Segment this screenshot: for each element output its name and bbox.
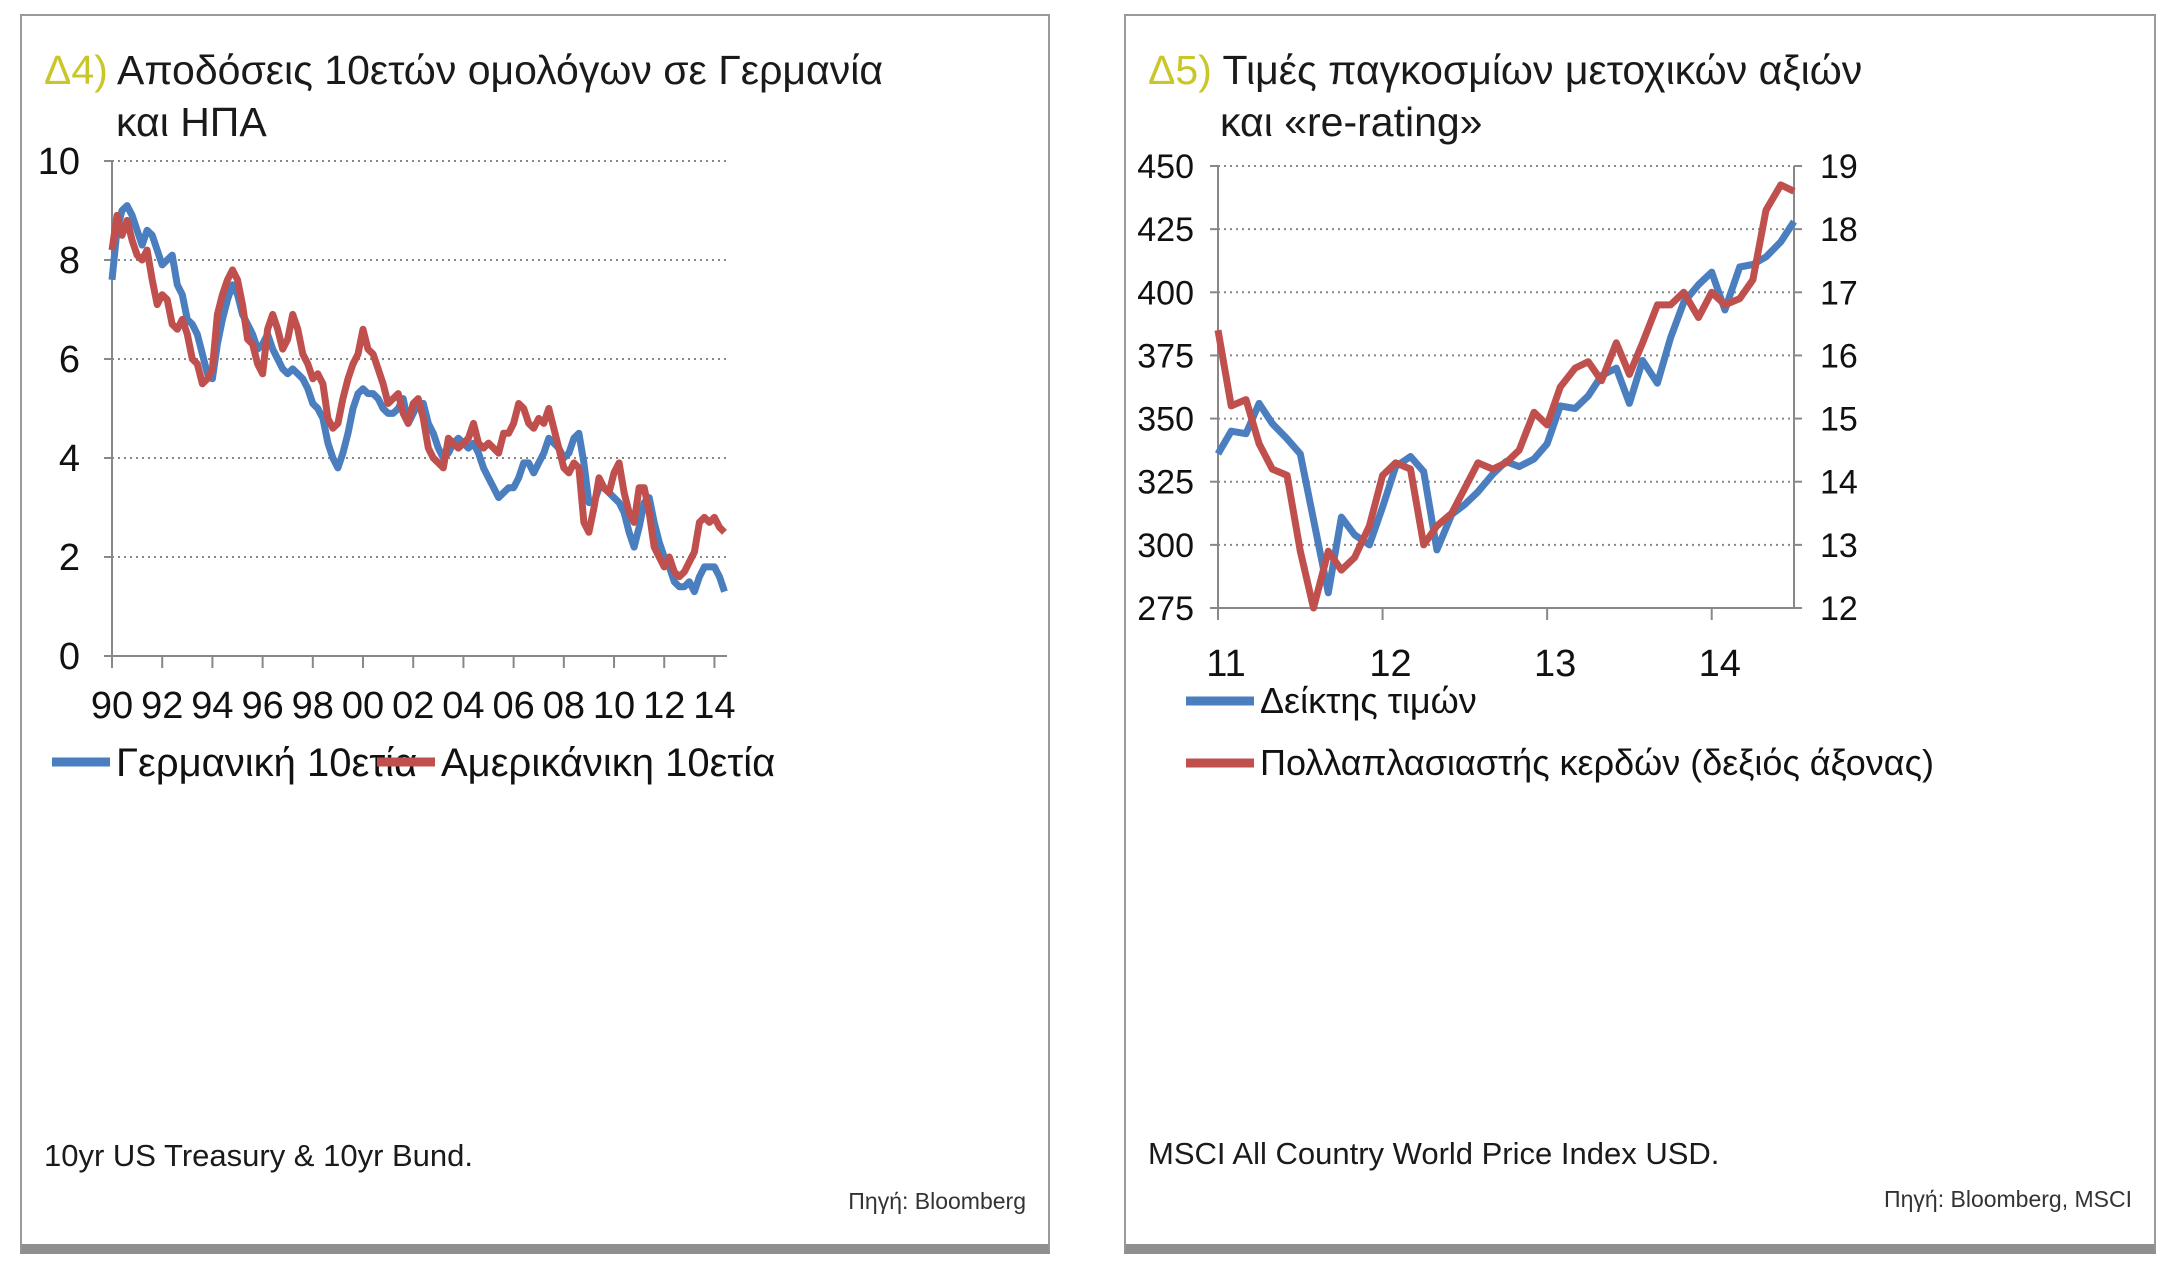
- chart-title-line1: Τιμές παγκοσμίων μετοχικών αξιών: [1222, 47, 1863, 93]
- y-tick-label: 375: [1137, 337, 1194, 375]
- x-tick-label: 10: [593, 685, 635, 727]
- y-tick-label: 325: [1137, 464, 1194, 502]
- y-tick-label: 350: [1137, 401, 1194, 439]
- y-tick-label: 400: [1137, 274, 1194, 312]
- x-tick-label: 96: [241, 685, 283, 727]
- legend-label: Πολλαπλασιαστής κερδών (δεξιός άξονας): [1260, 742, 1934, 783]
- y2-tick-label: 14: [1820, 464, 1858, 502]
- x-tick-label: 08: [543, 685, 585, 727]
- y2-tick-label: 16: [1820, 337, 1858, 375]
- legend-label: Αμερικάνικη 10ετία: [441, 741, 775, 785]
- x-tick-label: 11: [1206, 643, 1245, 685]
- x-tick-label: 12: [643, 685, 685, 727]
- y2-tick-label: 13: [1820, 527, 1858, 565]
- x-tick-label: 98: [292, 685, 334, 727]
- y2-tick-label: 12: [1820, 590, 1858, 628]
- chart-number: Δ5): [1148, 47, 1212, 93]
- y-tick-label: 8: [59, 240, 80, 282]
- y-tick-label: 0: [59, 636, 80, 678]
- chart-title-line2: και «re-rating»: [1220, 99, 1483, 145]
- y-tick-label: 2: [59, 537, 80, 579]
- x-tick-label: 12: [1369, 643, 1411, 685]
- equity-index-chart: 275 300 325 350 375 400 425 450 12 13 14 15 16 17 18 19…: [1137, 148, 1934, 783]
- y-tick-label: 425: [1137, 211, 1194, 249]
- x-tick-label: 94: [191, 685, 233, 727]
- x-tick-label: 14: [693, 685, 735, 727]
- x-tick-label: 90: [91, 685, 133, 727]
- legend-label: Γερμανική 10ετία: [116, 741, 417, 785]
- x-tick-label: 13: [1534, 643, 1576, 685]
- y-tick-label: 10: [38, 141, 80, 183]
- x-tick-label: 92: [141, 685, 183, 727]
- x-tick-label: 04: [442, 685, 484, 727]
- y-tick-label: 300: [1137, 527, 1194, 565]
- x-tick-label: 02: [392, 685, 434, 727]
- chart-panel-equity-prices: Δ5) Τιμές παγκοσμίων μετοχικών αξιών και…: [1124, 14, 2156, 1254]
- y2-tick-label: 18: [1820, 211, 1858, 249]
- chart-note: 10yr US Treasury & 10yr Bund.: [44, 1138, 474, 1173]
- chart-title-line2: και ΗΠΑ: [116, 99, 267, 145]
- x-tick-label: 00: [342, 685, 384, 727]
- chart-source: Πηγή: Bloomberg: [848, 1188, 1026, 1214]
- y2-tick-label: 15: [1820, 401, 1858, 439]
- y-tick-label: 450: [1137, 148, 1194, 186]
- chart-panel-bond-yields: Δ4) Αποδόσεις 10ετών ομολόγων σε Γερμανί…: [20, 14, 1050, 1254]
- x-tick-label: 14: [1699, 643, 1741, 685]
- chart-note: MSCI All Country World Price Index USD.: [1148, 1136, 1720, 1171]
- x-tick-label: 06: [492, 685, 534, 727]
- series-line: [1214, 219, 1797, 597]
- chart-number: Δ4): [44, 47, 108, 93]
- series-line: [108, 211, 727, 581]
- chart-title: Δ5) Τιμές παγκοσμίων μετοχικών αξιών και…: [1148, 44, 1862, 148]
- legend-label: Δείκτης τιμών: [1260, 680, 1477, 721]
- chart-source: Πηγή: Bloomberg, MSCI: [1884, 1186, 2132, 1212]
- series-line: [1214, 181, 1796, 612]
- y-tick-label: 275: [1137, 590, 1194, 628]
- chart-title-line1: Αποδόσεις 10ετών ομολόγων σε Γερμανία: [116, 47, 884, 93]
- chart-title: Δ4) Αποδόσεις 10ετών ομολόγων σε Γερμανί…: [44, 44, 883, 148]
- y-tick-label: 6: [59, 339, 80, 381]
- y2-tick-label: 19: [1820, 148, 1858, 186]
- y2-tick-label: 17: [1820, 274, 1858, 312]
- y-tick-label: 4: [59, 438, 80, 480]
